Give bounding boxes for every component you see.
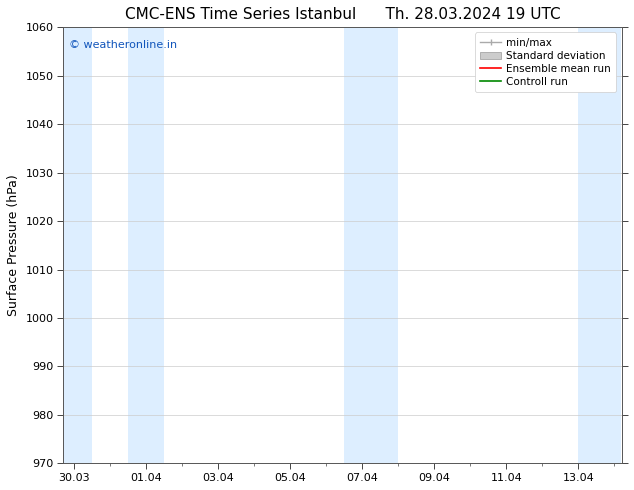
Y-axis label: Surface Pressure (hPa): Surface Pressure (hPa) [7,174,20,316]
Text: © weatheronline.in: © weatheronline.in [69,40,177,50]
Bar [63,27,92,464]
Legend: min/max, Standard deviation, Ensemble mean run, Controll run: min/max, Standard deviation, Ensemble me… [475,32,616,92]
Bar [578,27,621,464]
Bar [344,27,398,464]
Bar [128,27,164,464]
Title: CMC-ENS Time Series Istanbul      Th. 28.03.2024 19 UTC: CMC-ENS Time Series Istanbul Th. 28.03.2… [125,7,560,22]
